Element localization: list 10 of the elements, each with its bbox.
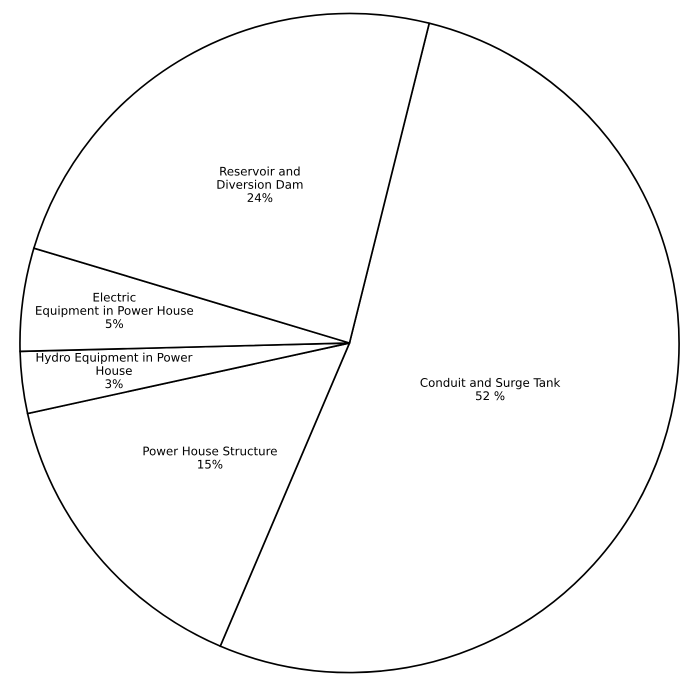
slice-label: Hydro Equipment in Power House	[36, 352, 192, 375]
data-label: 24%	[248, 193, 272, 202]
data-label: 15%	[198, 460, 222, 469]
slice-label: Conduit and Surge Tank	[420, 378, 560, 390]
data-label: 5%	[106, 319, 124, 328]
data-label: 3%	[105, 379, 123, 388]
slice-label: Reservoir and Diversion Dam	[217, 166, 302, 189]
slice-label: Electric Equipment in Power House	[36, 292, 194, 318]
slice-label: Power House Structure	[144, 446, 277, 456]
data-label: 52 %	[476, 391, 504, 400]
